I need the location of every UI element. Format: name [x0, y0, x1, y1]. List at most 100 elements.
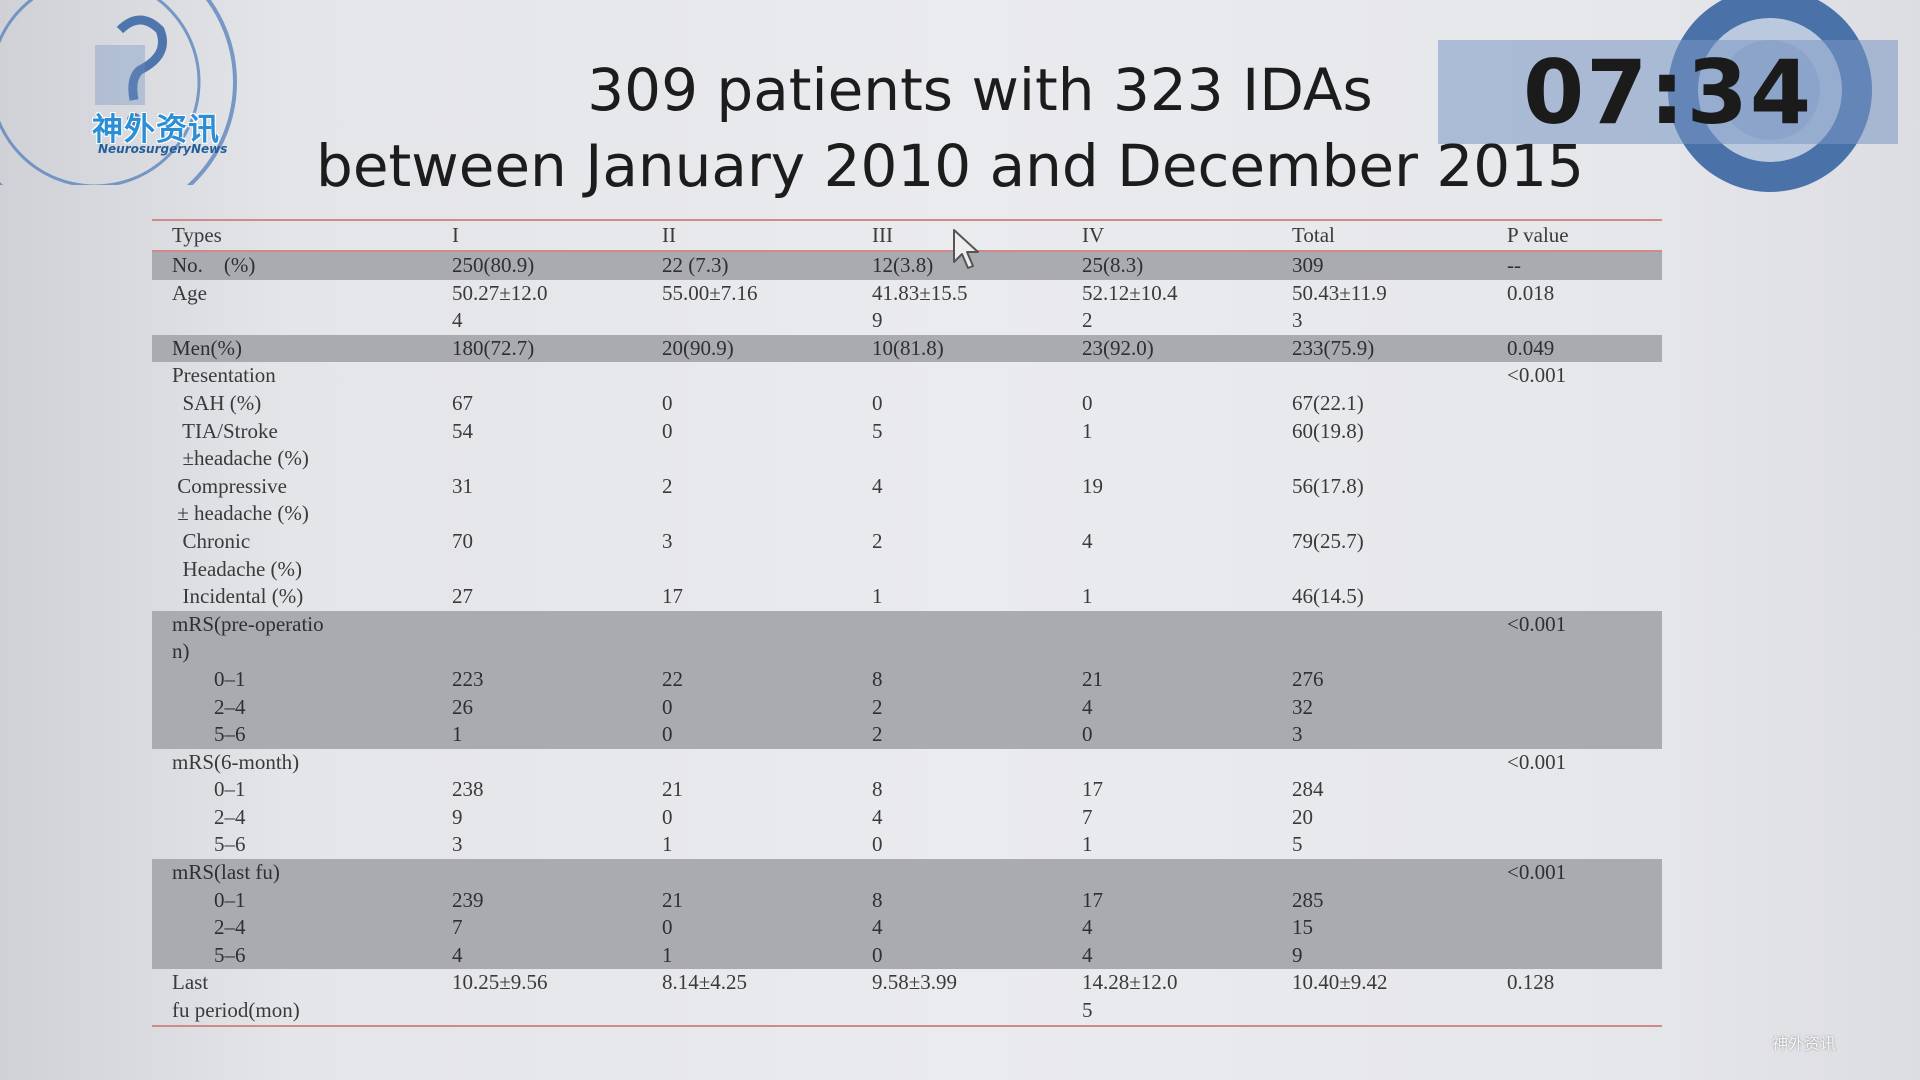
header-type-ii: II	[662, 219, 872, 252]
table-cell: 54	[452, 418, 473, 443]
table-cell	[872, 445, 1082, 473]
table-row: Men(%) 180(72.7) 20(90.9) 10(81.8) 23(92.0) 2…	[152, 334, 1662, 363]
table-cell	[1292, 500, 1507, 528]
table-row: 5–6 1 0 2 0 3	[152, 721, 1662, 749]
table-cell: 4	[872, 804, 883, 829]
table-cell	[1507, 473, 1662, 501]
countdown-timer: 07:34	[1438, 40, 1898, 144]
table-cell: 223	[452, 665, 662, 694]
table-row: Last 10.25±9.56 8.14±4.25 9.58±3.99 14.28±12…	[152, 969, 1662, 997]
table-cell	[662, 362, 872, 390]
table-cell: 309	[1292, 251, 1507, 280]
table-cell: 55.00±7.16	[662, 280, 758, 305]
table-row: Incidental (%) 27 17 1 1 46(14.5)	[152, 583, 1662, 611]
row-label: TIA/Stroke	[172, 418, 278, 443]
table-cell	[1292, 859, 1507, 887]
watermark: 神外资讯	[1772, 1034, 1837, 1053]
table-cell: 20	[1292, 804, 1313, 829]
table-cell: 4	[452, 941, 662, 970]
row-label: 0–1	[172, 777, 246, 802]
row-label: 2–4	[152, 914, 452, 942]
table-cell: 7	[1082, 804, 1093, 829]
table-row: mRS(6-month) <0.001	[152, 749, 1662, 777]
table-cell	[1507, 997, 1662, 1027]
table-cell	[1507, 445, 1662, 473]
table-row: TIA/Stroke 54 0 5 1 60(19.8)	[152, 418, 1662, 446]
table-cell	[662, 556, 872, 584]
table-cell	[1082, 362, 1292, 390]
table-cell: 250(80.9)	[452, 251, 662, 280]
table-row: 2–4 7 0 4 4 15	[152, 914, 1662, 942]
table-cell	[1082, 638, 1292, 666]
table-header-row: Types I II III IV Total P value	[152, 219, 1662, 252]
table-cell: 8	[872, 777, 883, 802]
table-cell	[1292, 610, 1507, 639]
table-cell: 17	[1082, 777, 1103, 802]
title-line-2: between January 2010 and December 2015	[316, 132, 1584, 200]
table-cell: 0	[872, 941, 1082, 970]
table-cell	[452, 638, 662, 666]
table-cell	[1292, 362, 1507, 390]
table-cell	[662, 500, 872, 528]
row-label: 5–6	[152, 721, 452, 749]
table-cell	[452, 749, 662, 777]
table-cell: 10.40±9.42	[1292, 970, 1388, 995]
table-cell	[662, 445, 872, 473]
row-label: mRS(last fu)	[152, 859, 452, 887]
table-cell	[1507, 500, 1662, 528]
table-cell	[662, 610, 872, 639]
table-cell	[1507, 693, 1662, 722]
table-cell	[872, 859, 1082, 887]
table-cell: 56(17.8)	[1292, 473, 1364, 498]
table-cell: 180(72.7)	[452, 334, 662, 363]
table-cell: 233(75.9)	[1292, 334, 1507, 363]
table-cell: 9	[452, 804, 463, 829]
table-cell	[1507, 804, 1662, 832]
table-cell: 60(19.8)	[1292, 418, 1364, 443]
row-label: ±headache (%)	[172, 446, 309, 471]
table-cell	[1507, 776, 1662, 804]
table-cell: 52.12±10.4	[1082, 280, 1178, 305]
table-cell: 9	[872, 308, 883, 333]
table-cell	[452, 445, 662, 473]
table-cell: 14.28±12.0	[1082, 970, 1178, 995]
table-cell: 17	[1082, 886, 1292, 915]
table-cell	[1292, 638, 1507, 666]
table-cell	[452, 362, 662, 390]
header-p-value: P value	[1507, 219, 1662, 252]
table-cell: 79(25.7)	[1292, 528, 1364, 553]
table-cell: 12(3.8)	[872, 251, 1082, 280]
table-cell: 2	[872, 721, 1082, 749]
table-cell: 3	[1292, 308, 1303, 333]
table-cell	[1082, 610, 1292, 639]
table-cell	[1507, 556, 1662, 584]
row-label: 2–4	[152, 693, 452, 722]
table-cell	[872, 749, 1082, 777]
table-cell: 0	[662, 914, 872, 942]
table-row: 5–6 3 1 0 1 5	[152, 831, 1662, 859]
header-types: Types	[152, 219, 452, 252]
row-label: SAH (%)	[172, 390, 262, 415]
table-cell	[1292, 749, 1507, 777]
table-cell: 21	[662, 886, 872, 915]
row-label: Chronic	[172, 528, 251, 553]
table-cell: <0.001	[1507, 749, 1567, 774]
table-cell	[1082, 556, 1292, 584]
table-cell	[452, 610, 662, 639]
table-cell	[1507, 390, 1662, 418]
table-cell: 0	[662, 804, 673, 829]
header-type-iii: III	[872, 219, 1082, 252]
table-cell	[662, 749, 872, 777]
table-cell: 15	[1292, 914, 1507, 942]
table-cell	[1082, 445, 1292, 473]
table-cell: 67	[452, 390, 473, 415]
table-cell: 46(14.5)	[1292, 584, 1364, 609]
brand-name: 神外资讯	[92, 112, 220, 148]
table-cell: 1	[662, 832, 673, 857]
table-cell: 1	[662, 941, 872, 970]
table-cell: 1	[452, 721, 662, 749]
table-cell: 23(92.0)	[1082, 334, 1292, 363]
patient-characteristics-table: Types I II III IV Total P value No. (%) 2…	[152, 219, 1662, 1027]
table-cell: 0.018	[1507, 280, 1555, 305]
table-row: 0–1 223 22 8 21 276	[152, 665, 1662, 694]
